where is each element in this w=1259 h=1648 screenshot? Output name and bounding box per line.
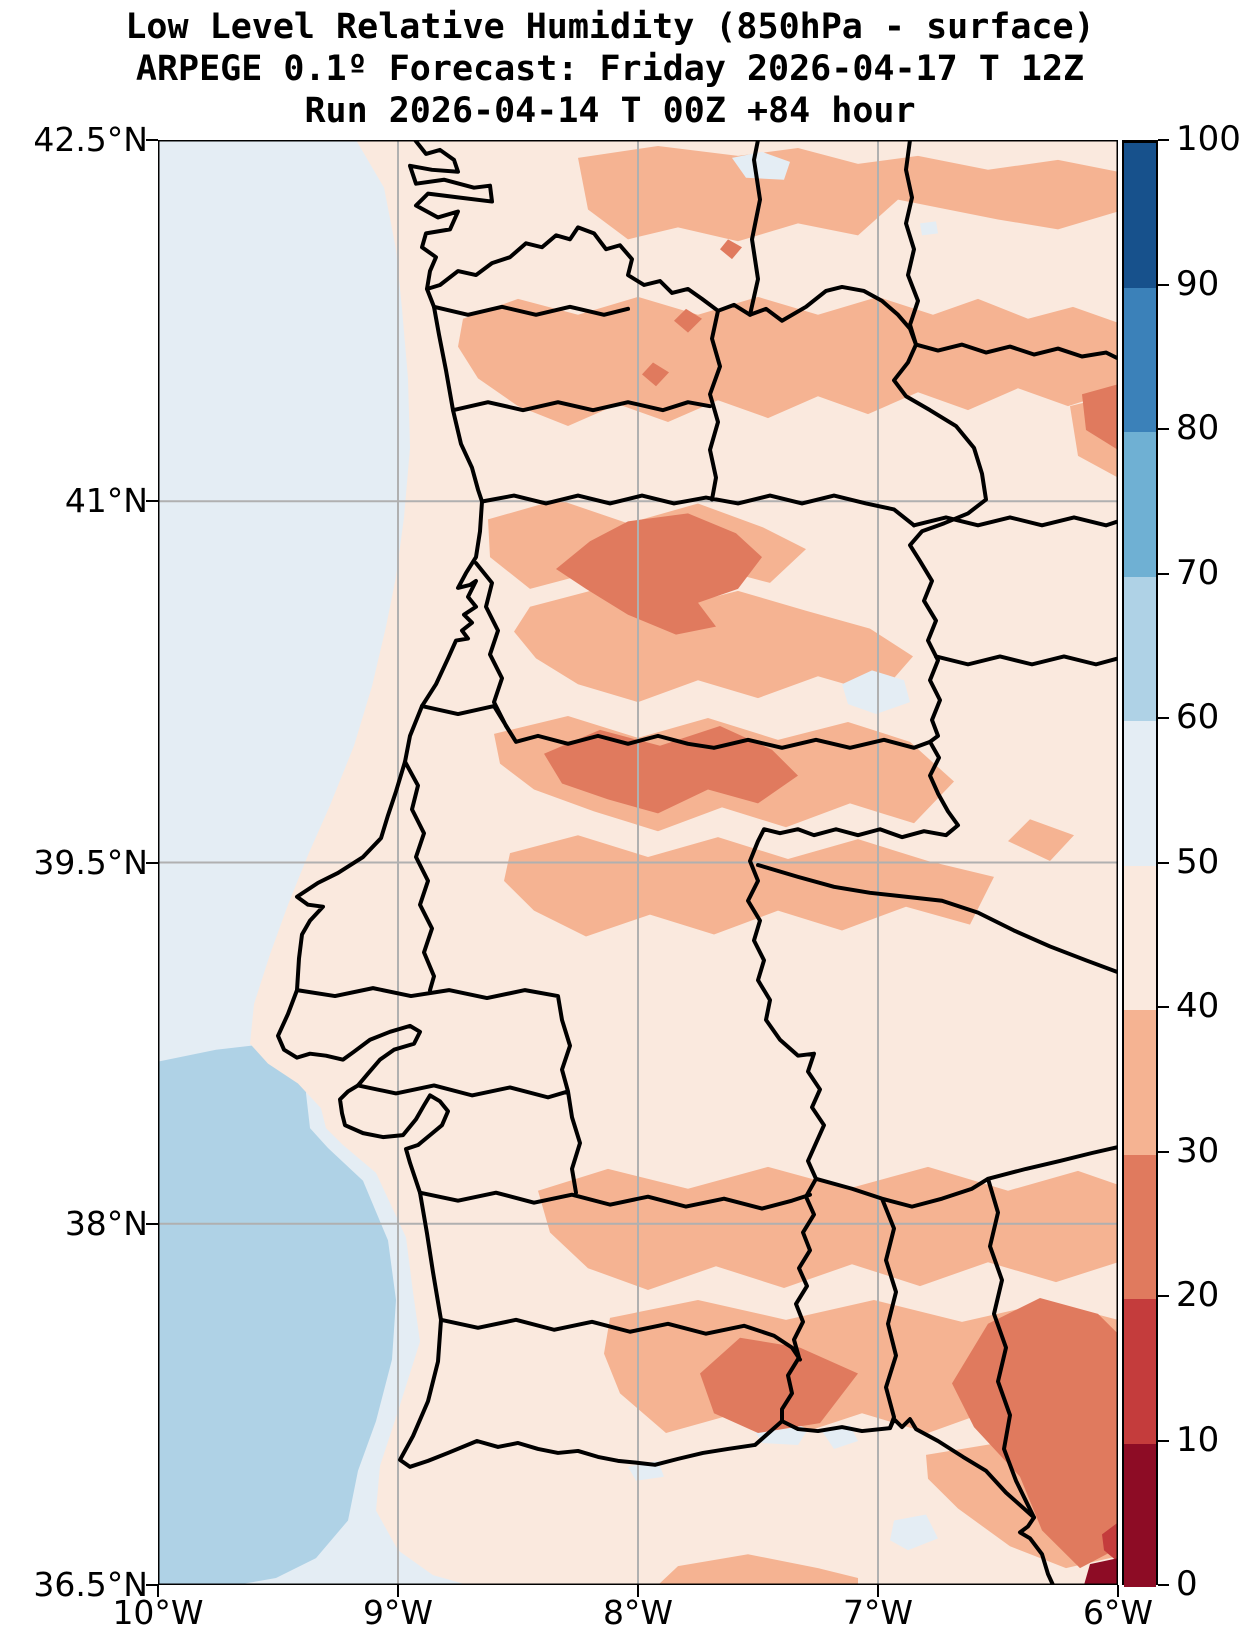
- y-tick-mark: [146, 861, 158, 864]
- x-tick-mark: [877, 1585, 879, 1597]
- x-tick-label: 9°W: [362, 1593, 434, 1632]
- colorbar-tick-label: 20: [1176, 1275, 1220, 1315]
- colorbar-segment-60-70: [1124, 575, 1156, 721]
- colorbar-tick-label: 100: [1176, 119, 1241, 159]
- portugal-spain-border: [425, 225, 988, 1424]
- y-tick-mark: [146, 1222, 158, 1225]
- y-tick-mark: [146, 139, 158, 141]
- y-tick-mark: [146, 500, 158, 503]
- y-tick-label: 39.5°N: [33, 842, 148, 882]
- x-tick-mark: [397, 1585, 399, 1597]
- y-tick-label: 42.5°N: [33, 120, 148, 159]
- colorbar-segment-10-20: [1124, 1298, 1156, 1444]
- map-plot-area: [158, 140, 1118, 1585]
- x-tick-label: 8°W: [602, 1593, 674, 1632]
- field-low-rh-corner-layer: [1084, 1522, 1118, 1585]
- colorbar: [1122, 140, 1158, 1587]
- field-60-70-layer: [158, 1041, 396, 1585]
- colorbar-tick-label: 70: [1176, 552, 1220, 593]
- colorbar-tick-label: 40: [1176, 986, 1220, 1026]
- colorbar-tick-mark: [1158, 572, 1169, 575]
- title-line-2: ARPEGE 0.1º Forecast: Friday 2026-04-17 …: [135, 49, 1085, 89]
- colorbar-segment-50-60: [1124, 720, 1156, 866]
- colorbar-tick-label: 80: [1176, 408, 1220, 448]
- coastline: [276, 140, 1055, 1585]
- colorbar-tick-mark: [1158, 1439, 1169, 1442]
- gridlines: [158, 140, 1118, 1585]
- colorbar-tick-mark: [1158, 1584, 1169, 1586]
- y-tick-mark: [146, 1584, 158, 1586]
- colorbar-tick-mark: [1158, 1006, 1169, 1008]
- colorbar-tick-mark: [1158, 428, 1169, 430]
- y-tick-label: 41°N: [64, 481, 148, 521]
- colorbar-tick-label: 0: [1176, 1564, 1198, 1604]
- forecast-map: [158, 140, 1118, 1585]
- x-tick-mark: [157, 1585, 159, 1597]
- colorbar-segment-40-50: [1124, 864, 1156, 1010]
- x-tick-mark: [637, 1585, 639, 1597]
- colorbar-tick-label: 10: [1176, 1419, 1220, 1460]
- colorbar-tick-label: 50: [1176, 841, 1220, 882]
- colorbar-segment-0-10: [1124, 1442, 1156, 1587]
- colorbar-segment-90-100: [1124, 142, 1156, 288]
- colorbar-tick-mark: [1158, 139, 1169, 141]
- field-20-30-layer: [544, 239, 1118, 1569]
- colorbar-segment-80-90: [1124, 286, 1156, 432]
- colorbar-tick-label: 90: [1176, 263, 1220, 304]
- colorbar-tick-mark: [1158, 1295, 1169, 1297]
- colorbar-segment-30-40: [1124, 1009, 1156, 1155]
- x-tick-label: 6°W: [1082, 1593, 1154, 1632]
- y-tick-label: 38°N: [64, 1203, 148, 1243]
- colorbar-tick-mark: [1158, 283, 1169, 286]
- colorbar-tick-label: 30: [1176, 1130, 1220, 1171]
- x-tick-label: 10°W: [112, 1593, 204, 1632]
- x-tick-mark: [1117, 1585, 1119, 1597]
- spanish-province-boundaries: [748, 140, 1118, 1520]
- y-tick-label: 36.5°N: [33, 1565, 148, 1604]
- figure-title: Low Level Relative Humidity (850hPa - su…: [0, 6, 1220, 132]
- colorbar-segment-20-30: [1124, 1153, 1156, 1299]
- title-line-1: Low Level Relative Humidity (850hPa - su…: [125, 7, 1095, 47]
- colorbar-tick-mark: [1158, 1150, 1169, 1153]
- colorbar-tick-mark: [1158, 717, 1169, 719]
- colorbar-segment-70-80: [1124, 431, 1156, 577]
- colorbar-tick-mark: [1158, 861, 1169, 864]
- colorbar-tick-label: 60: [1176, 697, 1220, 737]
- district-boundaries: [295, 304, 932, 1362]
- title-line-3: Run 2026-04-14 T 00Z +84 hour: [304, 91, 916, 131]
- x-tick-label: 7°W: [842, 1593, 914, 1632]
